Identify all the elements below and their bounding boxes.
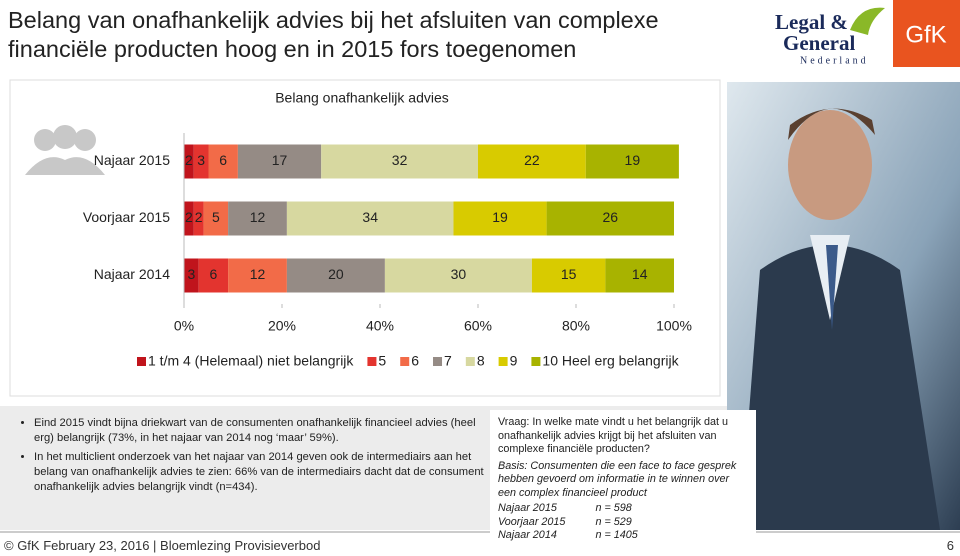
- sample-row: Najaar 2014 n = 1405: [498, 529, 668, 543]
- page-number: 6: [946, 538, 954, 553]
- x-tick-label: 100%: [656, 318, 692, 334]
- data-label: 2: [185, 152, 193, 168]
- x-tick-label: 40%: [366, 318, 394, 334]
- data-label: 30: [451, 266, 467, 282]
- question: Vraag: In welke mate vindt u het belangr…: [498, 416, 729, 455]
- bar-segment: [384, 258, 532, 293]
- data-label: 15: [561, 266, 577, 282]
- bar-segment: [531, 258, 606, 293]
- legend-label: 7: [444, 353, 452, 369]
- sample-row: Najaar 2015 n = 598: [498, 502, 668, 516]
- legend-label: 10 Heel erg belangrijk: [542, 353, 679, 369]
- legend-label: 8: [477, 353, 485, 369]
- x-tick-label: 60%: [464, 318, 492, 334]
- sample-cell: Najaar 2015: [498, 502, 557, 514]
- data-label: 12: [250, 209, 266, 225]
- legend-label: 5: [378, 353, 386, 369]
- bar-segment: [193, 201, 204, 236]
- bar-segment: [286, 258, 385, 293]
- data-label: 6: [210, 266, 218, 282]
- data-label: 2: [185, 209, 193, 225]
- y-tick-label: Najaar 2015: [94, 152, 170, 168]
- data-label: 14: [632, 266, 648, 282]
- bar-segment: [184, 144, 194, 179]
- data-label: 3: [197, 152, 205, 168]
- data-label: 22: [524, 152, 540, 168]
- logo-text: General: [783, 31, 855, 55]
- y-tick-label: Najaar 2014: [94, 266, 170, 282]
- x-tick-label: 0%: [174, 318, 194, 334]
- data-label: 32: [392, 152, 408, 168]
- sample-table: Najaar 2015 n = 598 Voorjaar 2015 n = 529 Na…: [498, 502, 668, 543]
- logo-gfk-box: [893, 0, 960, 67]
- bullet-list: Eind 2015 vindt bijna driekwart van de c…: [20, 416, 484, 499]
- legend-swatch: [465, 357, 475, 366]
- bar-segment: [184, 258, 199, 293]
- data-label: 19: [625, 152, 641, 168]
- sample-cell: n = 1405: [595, 529, 638, 541]
- data-label: 34: [362, 209, 378, 225]
- bar-segment: [228, 258, 287, 293]
- chart-title: Belang onafhankelijk advies: [275, 90, 449, 106]
- bar-segment: [208, 144, 238, 179]
- data-label: 2: [195, 209, 203, 225]
- bar-segment: [321, 144, 478, 179]
- bar-segment: [453, 201, 547, 236]
- sample-cell: n = 529: [595, 515, 632, 528]
- data-label: 19: [492, 209, 508, 225]
- chart-frame: [9, 79, 721, 397]
- bar-segment: [237, 144, 322, 179]
- people-icon: [25, 125, 105, 175]
- legend-swatch: [367, 357, 377, 366]
- data-label: 20: [328, 266, 344, 282]
- sample-cell: Voorjaar 2015: [498, 515, 566, 528]
- bar-segment: [478, 144, 586, 179]
- legend-label: 9: [510, 353, 518, 369]
- logo-text: Legal &: [775, 10, 848, 34]
- bullet: Eind 2015 vindt bijna driekwart van de c…: [34, 416, 484, 446]
- bar-segment: [286, 201, 454, 236]
- data-label: 3: [187, 266, 195, 282]
- data-label: 12: [250, 266, 266, 282]
- legend-swatch: [400, 357, 410, 366]
- bar-segment: [198, 258, 229, 293]
- legend-swatch: [531, 357, 541, 366]
- sample-cell: n = 598: [595, 502, 632, 514]
- note-box: Vraag: In welke mate vindt u het belangr…: [490, 410, 756, 541]
- bar-segment: [228, 201, 287, 236]
- data-label: 26: [603, 209, 619, 225]
- sample-row: Voorjaar 2015 n = 529: [498, 516, 668, 530]
- logo-lg: Legal & General Nederland: [775, 7, 885, 66]
- legend-label: 1 t/m 4 (Helemaal) niet belangrijk: [148, 353, 354, 369]
- bar-segment: [184, 201, 194, 236]
- data-label: 5: [212, 209, 220, 225]
- bar-segment: [193, 144, 209, 179]
- bar-segment: [605, 258, 674, 293]
- basis: Basis: Consumenten die een face to face …: [498, 459, 737, 499]
- legend-swatch: [433, 357, 443, 366]
- logo-gfk: GfK: [905, 21, 946, 48]
- bar-segment: [585, 144, 679, 179]
- sample-cell: Najaar 2014: [498, 529, 557, 541]
- photo: [727, 82, 960, 530]
- bar-segment: [203, 201, 229, 236]
- bar-segment: [546, 201, 674, 236]
- data-label: 6: [219, 152, 227, 168]
- slide-title: Belang van onafhankelijk advies bij het …: [8, 7, 659, 62]
- legend-swatch: [137, 357, 146, 366]
- legend-label: 6: [411, 353, 419, 369]
- legend-swatch: [498, 357, 508, 366]
- x-tick-label: 80%: [562, 318, 590, 334]
- bullet: In het multiclient onderzoek van het naj…: [34, 450, 484, 495]
- footer: © GfK February 23, 2016 | Bloemlezing Pr…: [4, 538, 321, 553]
- x-tick-label: 20%: [268, 318, 296, 334]
- y-tick-label: Voorjaar 2015: [83, 209, 170, 225]
- data-label: 17: [272, 152, 288, 168]
- logo-text: Nederland: [800, 55, 869, 66]
